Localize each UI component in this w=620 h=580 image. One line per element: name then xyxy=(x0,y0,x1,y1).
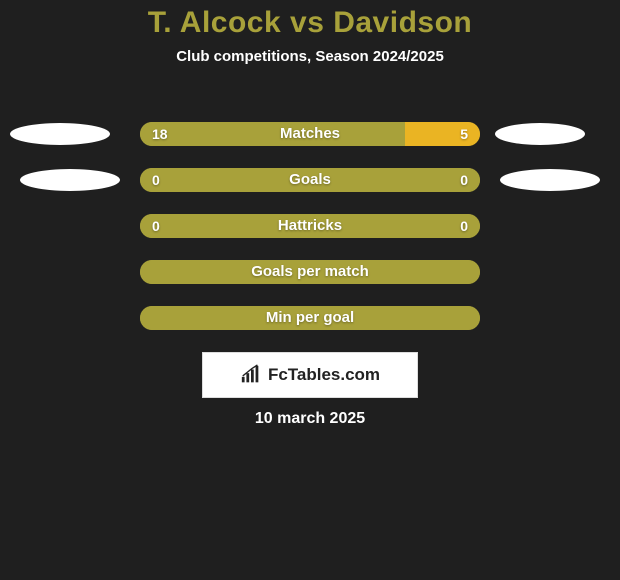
stat-row: Hattricks0 0 xyxy=(0,214,620,238)
stat-label: Matches xyxy=(140,122,480,146)
stat-bar: Min per goal xyxy=(140,306,480,330)
stat-bar: Goals per match xyxy=(140,260,480,284)
date-text: 10 march 2025 xyxy=(0,410,620,428)
stat-row: Goals0 0 xyxy=(0,168,620,192)
stat-bar: Hattricks0 0 xyxy=(140,214,480,238)
stat-bar: Matches18 5 xyxy=(140,122,480,146)
stat-row: Min per goal xyxy=(0,306,620,330)
logo-text: FcTables.com xyxy=(268,365,380,385)
right-oval xyxy=(495,123,585,145)
logo-badge: FcTables.com xyxy=(202,352,418,398)
stat-value-right: 0 xyxy=(460,218,468,234)
stat-value-left: 0 xyxy=(152,218,160,234)
stat-value-right: 0 xyxy=(460,172,468,188)
stat-label: Min per goal xyxy=(140,306,480,330)
comparison-card: T. Alcock vs Davidson Club competitions,… xyxy=(0,0,620,580)
stat-value-left: 18 xyxy=(152,126,168,142)
left-oval xyxy=(20,169,120,191)
right-oval xyxy=(500,169,600,191)
stat-label: Hattricks xyxy=(140,214,480,238)
stat-value-right: 5 xyxy=(460,126,468,142)
page-title: T. Alcock vs Davidson xyxy=(0,0,620,40)
chart-icon xyxy=(240,364,262,386)
stat-label: Goals xyxy=(140,168,480,192)
stat-row: Matches18 5 xyxy=(0,122,620,146)
stat-rows: Matches185Goals00Hattricks00Goals per ma… xyxy=(0,122,620,352)
stat-bar: Goals0 0 xyxy=(140,168,480,192)
left-oval xyxy=(10,123,110,145)
stat-row: Goals per match xyxy=(0,260,620,284)
stat-label: Goals per match xyxy=(140,260,480,284)
stat-value-left: 0 xyxy=(152,172,160,188)
subtitle: Club competitions, Season 2024/2025 xyxy=(0,48,620,65)
